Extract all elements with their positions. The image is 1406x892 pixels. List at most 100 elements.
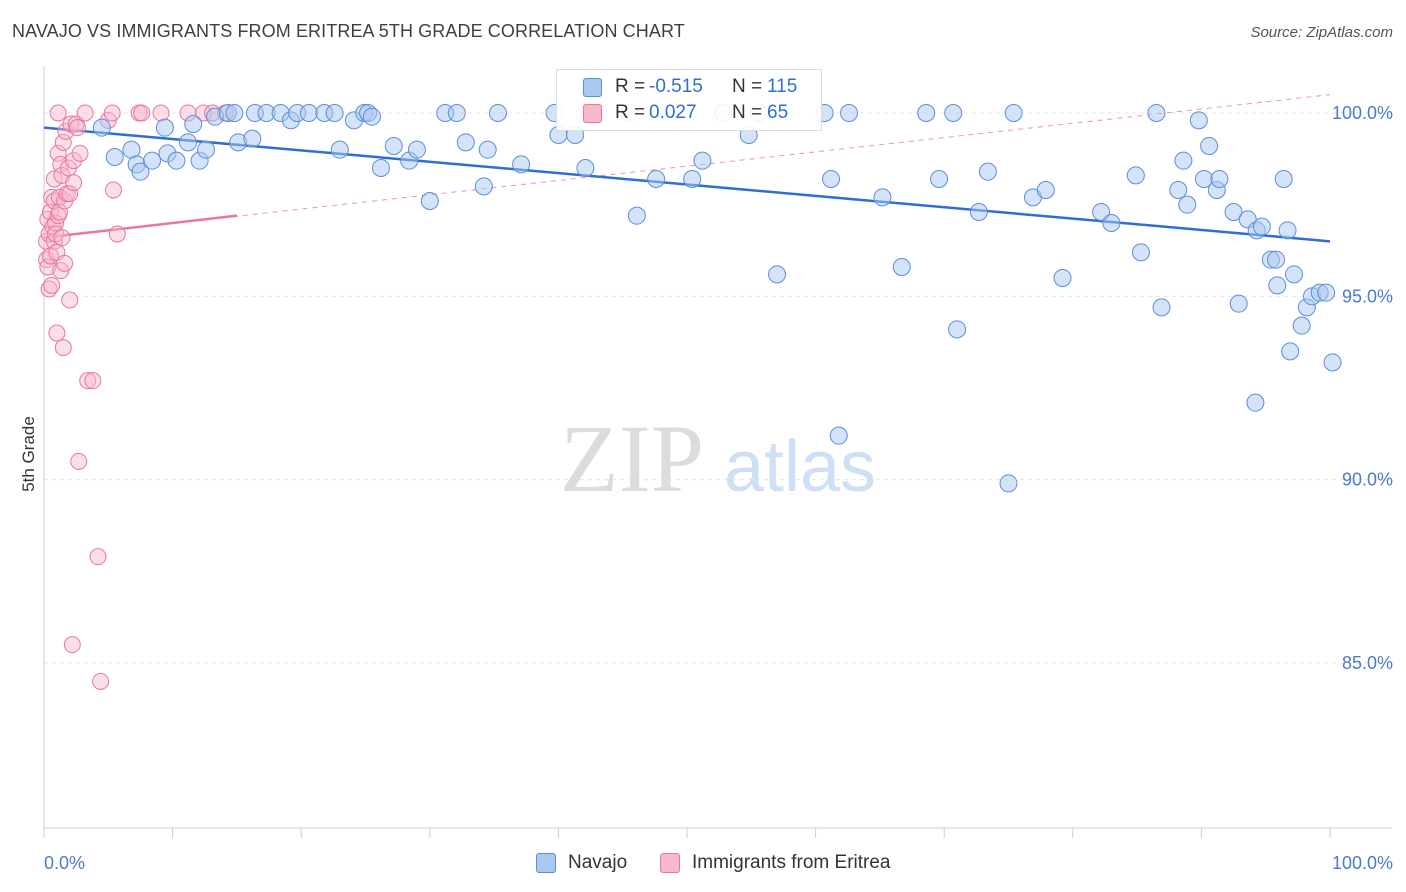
navajo-point — [371, 159, 390, 177]
eritrea-point — [63, 636, 81, 654]
navajo-point — [456, 133, 475, 152]
navajo-point — [1224, 203, 1243, 221]
navajo-point — [944, 104, 963, 122]
navajo-points — [92, 104, 1342, 493]
eritrea-point — [54, 133, 72, 151]
navajo-point — [978, 162, 997, 181]
watermark-zip: ZIP — [560, 405, 704, 512]
navajo-point — [627, 206, 646, 225]
legend-eritrea-label: Immigrants from Eritrea — [692, 852, 891, 873]
navajo-point — [105, 148, 124, 166]
navajo-point — [131, 162, 150, 181]
navajo-point — [330, 140, 349, 159]
eritrea-point — [45, 170, 63, 188]
navajo-point — [1092, 203, 1111, 221]
navajo-point — [184, 115, 203, 133]
x-tick-label-end: 100.0% — [1332, 853, 1393, 873]
navajo-point — [1292, 316, 1311, 335]
eritrea-swatch — [583, 104, 602, 123]
navajo-swatch — [583, 78, 602, 97]
navajo-point — [1252, 217, 1271, 236]
eritrea-point — [39, 258, 57, 276]
watermark-atlas: atlas — [724, 427, 876, 507]
navajo-point — [143, 151, 162, 170]
eritrea-point — [56, 254, 74, 272]
eritrea-point — [45, 232, 63, 250]
navajo-point — [384, 137, 403, 155]
eritrea-point — [52, 155, 70, 173]
navajo-point — [873, 188, 892, 207]
navajo-n-value: 115 — [767, 76, 798, 97]
legend-item-eritrea[interactable]: Immigrants from Eritrea — [660, 852, 890, 874]
navajo-point — [362, 107, 381, 126]
navajo-point — [917, 104, 936, 122]
y-tick-label: 90.0% — [1342, 470, 1393, 490]
eritrea-point — [70, 452, 88, 470]
navajo-point — [1323, 353, 1342, 372]
navajo-point — [840, 104, 859, 122]
eritrea-point — [49, 144, 67, 162]
stats-row-navajo: R = -0.515 N = 115 — [557, 76, 821, 100]
navajo-point — [1189, 111, 1208, 130]
navajo-point — [1131, 243, 1150, 262]
navajo-point — [447, 104, 466, 122]
eritrea-point — [50, 203, 68, 221]
eritrea-n-value: 65 — [767, 102, 789, 123]
legend-item-navajo[interactable]: Navajo — [536, 852, 627, 874]
navajo-point — [1004, 104, 1023, 122]
eritrea-point — [79, 372, 97, 390]
navajo-point — [1200, 137, 1219, 155]
navajo-point — [1284, 265, 1303, 284]
eritrea-point — [104, 181, 122, 199]
navajo-point — [693, 151, 712, 170]
tick-labels: 85.0% 90.0% 95.0% 100.0% 0.0% 100.0% — [44, 103, 1393, 873]
y-tick-label: 95.0% — [1342, 286, 1393, 306]
navajo-point — [647, 170, 666, 188]
eritrea-point — [133, 104, 151, 122]
source-label: Source: ZipAtlas.com — [1250, 24, 1393, 41]
eritrea-n-label: N = — [732, 102, 763, 123]
navajo-point — [930, 170, 949, 188]
stats-legend: R = -0.515 N = 115 R = 0.027 N = 65 — [556, 69, 822, 131]
navajo-point — [1278, 221, 1297, 240]
navajo-n-label: N = — [732, 76, 763, 97]
eritrea-point — [92, 672, 110, 690]
navajo-point — [167, 151, 186, 170]
eritrea-r-value: 0.027 — [649, 102, 697, 123]
eritrea-point — [65, 174, 83, 192]
navajo-point — [488, 104, 507, 122]
eritrea-trend-line — [43, 214, 238, 239]
legend-navajo-label: Navajo — [568, 852, 628, 873]
navajo-point — [1281, 342, 1300, 361]
navajo-r-label: R = — [615, 76, 646, 97]
navajo-point — [478, 140, 497, 159]
eritrea-point — [41, 203, 59, 221]
navajo-point — [1317, 283, 1336, 302]
eritrea-point — [61, 185, 79, 203]
x-tick-label-start: 0.0% — [44, 853, 85, 873]
navajo-point — [420, 192, 439, 210]
eritrea-point — [61, 291, 79, 309]
navajo-point — [1246, 393, 1265, 412]
navajo-point — [829, 426, 848, 445]
eritrea-point — [71, 144, 89, 162]
eritrea-point — [84, 372, 102, 390]
eritrea-point — [103, 104, 121, 122]
navajo-point — [325, 104, 344, 122]
navajo-point — [225, 104, 244, 122]
navajo-point — [822, 170, 841, 188]
chart-title: NAVAJO VS IMMIGRANTS FROM ERITREA 5TH GR… — [12, 21, 685, 41]
navajo-point — [1102, 214, 1121, 232]
navajo-point — [474, 177, 493, 196]
legend-navajo-swatch — [536, 853, 556, 873]
y-tick-label: 100.0% — [1332, 103, 1393, 123]
navajo-point — [1210, 170, 1229, 188]
navajo-point — [1266, 250, 1285, 269]
eritrea-r-label: R = — [615, 102, 646, 123]
navajo-point — [969, 203, 988, 221]
navajo-point — [1152, 298, 1171, 317]
navajo-point — [1268, 276, 1287, 295]
eritrea-point — [68, 119, 86, 137]
navajo-point — [1126, 166, 1145, 185]
navajo-point — [999, 474, 1018, 493]
